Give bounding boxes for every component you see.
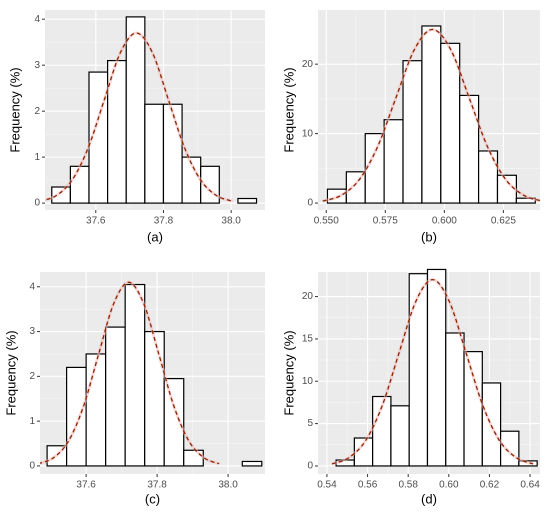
x-tick-label: 0.625 xyxy=(491,216,516,227)
histogram-bar xyxy=(144,330,165,467)
panel-caption: (c) xyxy=(145,491,160,506)
y-axis-label: Frequency (%) xyxy=(281,330,296,415)
x-tick-label: 0.58 xyxy=(398,480,418,491)
histogram-bar xyxy=(463,351,483,467)
y-tick-label: 15 xyxy=(302,334,314,345)
x-tick-label: 0.60 xyxy=(439,480,459,491)
x-tick-label: 0.54 xyxy=(317,480,337,491)
y-tick-label: 2 xyxy=(34,106,40,117)
x-tick-label: 0.62 xyxy=(480,480,500,491)
y-tick-label: 0 xyxy=(34,198,40,209)
histogram-bar xyxy=(499,430,520,467)
x-tick-label: 0.550 xyxy=(314,216,339,227)
x-tick-label: 38.0 xyxy=(221,216,241,227)
histogram-bar xyxy=(241,460,263,467)
y-tick-label: 1 xyxy=(34,152,40,163)
histogram-bar xyxy=(124,283,146,467)
histogram-bar xyxy=(421,25,442,204)
panel-caption: (b) xyxy=(421,229,437,244)
x-tick-label: 37.6 xyxy=(86,216,106,227)
histogram-bar xyxy=(426,268,447,467)
histogram-bar xyxy=(237,197,258,204)
histogram-bar xyxy=(445,332,465,467)
y-axis-label: Frequency (%) xyxy=(281,67,296,152)
x-tick-label: 37.8 xyxy=(147,480,167,491)
density-curve xyxy=(331,278,534,465)
y-tick-label: 4 xyxy=(29,281,35,292)
histogram-bar xyxy=(390,405,410,467)
y-tick-label: 5 xyxy=(307,418,313,429)
histogram-bar xyxy=(163,377,185,467)
histogram-bar xyxy=(162,103,183,204)
y-tick-label: 2 xyxy=(29,371,35,382)
y-tick-label: 20 xyxy=(302,291,314,302)
y-tick-label: 10 xyxy=(302,128,314,139)
x-tick-label: 38.0 xyxy=(218,480,238,491)
histogram-bar xyxy=(383,119,404,204)
histogram-bar xyxy=(85,353,107,467)
x-tick-label: 37.6 xyxy=(76,480,96,491)
histogram-bar xyxy=(125,16,146,204)
x-tick-label: 0.56 xyxy=(358,480,378,491)
x-tick-label: 0.575 xyxy=(373,216,398,227)
histogram-bar xyxy=(183,449,204,467)
density-curve xyxy=(45,32,234,202)
y-tick-label: 10 xyxy=(302,376,314,387)
y-tick-label: 4 xyxy=(34,14,40,25)
histogram-bar xyxy=(408,273,429,467)
density-curve xyxy=(40,281,220,465)
panel-caption: (a) xyxy=(147,229,163,244)
histogram-bar xyxy=(69,165,90,204)
panel: 0 5 10 15 20 0.54 0.56 0.58 0.60 0.62 0.64 Frequenc… xyxy=(281,268,540,506)
y-axis-label: Frequency (%) xyxy=(7,67,22,152)
x-tick-label: 37.8 xyxy=(154,216,174,227)
y-tick-label: 3 xyxy=(34,60,40,71)
panel: 0 1 2 3 4 37.6 37.8 38.0 Frequency (%) (a) xyxy=(7,10,265,244)
histogram-bar xyxy=(105,326,126,467)
histogram-bar xyxy=(144,103,165,204)
histogram-bar xyxy=(402,60,423,204)
y-axis-label: Frequency (%) xyxy=(3,330,18,415)
x-tick-label: 0.600 xyxy=(432,216,457,227)
x-tick-label: 0.64 xyxy=(520,480,540,491)
y-tick-label: 0 xyxy=(307,461,313,472)
y-tick-label: 0 xyxy=(307,198,313,209)
y-tick-label: 1 xyxy=(29,416,35,427)
y-tick-label: 0 xyxy=(29,461,35,472)
panel-caption: (d) xyxy=(421,491,437,506)
density-curve xyxy=(322,28,540,202)
y-tick-label: 20 xyxy=(302,59,314,70)
panel: 0 1 2 3 4 37.6 37.8 38.0 Frequency (%) (c) xyxy=(3,272,265,506)
panel: 0 10 20 0.550 0.575 0.600 0.625 Frequency (%) (b… xyxy=(281,10,540,244)
histogram-bar xyxy=(66,366,87,467)
y-tick-label: 3 xyxy=(29,326,35,337)
